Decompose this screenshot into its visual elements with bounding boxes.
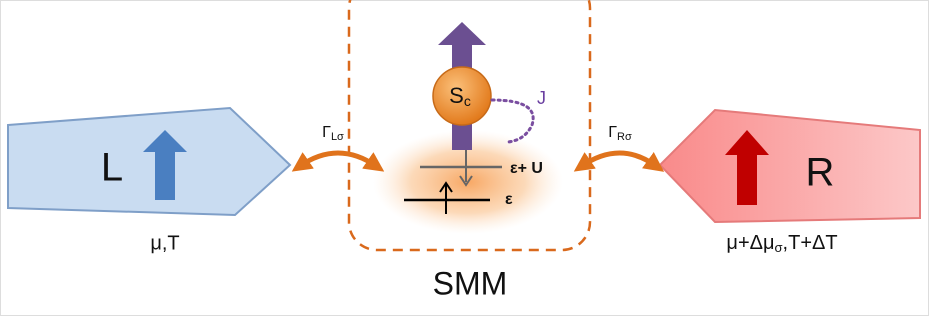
spin-sub: c (464, 93, 471, 109)
right-coupling-label: ΓRσ (608, 124, 632, 143)
right-lead (660, 110, 920, 222)
right-params-sub: σ (775, 240, 783, 255)
right-coupling-arrow (582, 153, 656, 166)
diagram: L μ,T R μ+Δμσ,T+ΔT Sc J ε+ U ε ΓLσ ΓRσ S… (0, 0, 929, 316)
left-lead (8, 108, 290, 215)
right-coupling-base: Γ (608, 124, 617, 141)
exchange-label: J (537, 88, 546, 108)
left-coupling-arrow (300, 153, 376, 166)
right-lead-label: R (806, 151, 835, 195)
spin-base: S (449, 83, 464, 108)
right-params-main: μ+Δμ (726, 232, 774, 254)
molecule-label: SMM (433, 265, 508, 301)
left-coupling-label: ΓLσ (322, 124, 344, 143)
left-lead-label: L (101, 146, 123, 190)
left-coupling-sub: Lσ (331, 131, 344, 143)
upper-level-label: ε+ U (510, 160, 543, 177)
left-coupling-base: Γ (322, 124, 331, 141)
lower-level-label: ε (505, 191, 513, 208)
right-coupling-sub: Rσ (617, 131, 632, 143)
right-params: μ+Δμσ,T+ΔT (726, 232, 837, 255)
left-params: μ,T (150, 232, 179, 254)
right-params-rest: ,T+ΔT (783, 232, 838, 254)
